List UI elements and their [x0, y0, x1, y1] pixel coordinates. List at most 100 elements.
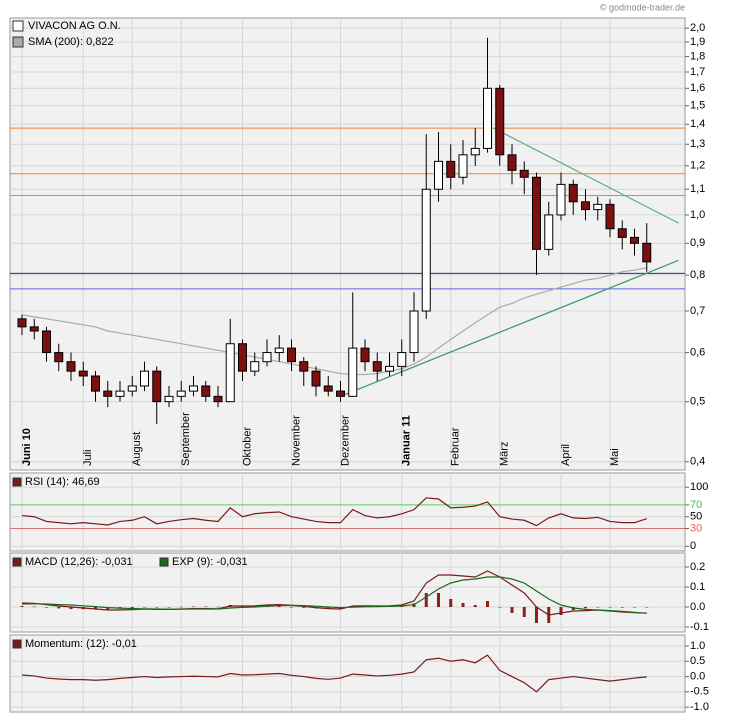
y-tick-label: 1,5 — [690, 100, 705, 112]
legend-swatch — [12, 557, 22, 567]
legend-swatch — [12, 36, 24, 48]
histogram-bar — [69, 607, 73, 609]
histogram-bar — [473, 605, 477, 607]
y-tick-label: 0,5 — [690, 396, 705, 408]
y-tick-label: 70 — [690, 499, 702, 511]
histogram-bar — [559, 607, 563, 615]
y-tick-label: 0.2 — [690, 561, 705, 573]
histogram-bar — [522, 607, 526, 617]
x-tick-label: September — [180, 412, 192, 466]
candle-body — [348, 347, 358, 397]
panel — [9, 634, 686, 713]
x-tick-label: Juni 10 — [21, 428, 33, 466]
histogram-bar — [437, 593, 440, 607]
candle-body — [225, 343, 235, 403]
candle-body — [152, 370, 162, 403]
candle-body — [605, 203, 615, 230]
histogram-bar — [608, 607, 612, 608]
y-tick-label: 1,3 — [690, 138, 705, 150]
candle-body — [140, 370, 149, 387]
candle-body — [409, 310, 419, 354]
histogram-bar — [143, 607, 146, 608]
candle-body — [458, 154, 468, 178]
y-tick-label: 0.0 — [690, 601, 705, 613]
y-tick-label: 1,7 — [690, 66, 705, 78]
legend-swatch — [12, 20, 24, 32]
candle-body — [287, 347, 296, 363]
candle-body — [238, 343, 247, 372]
candle-body — [593, 203, 603, 211]
y-tick-label: 1,0 — [690, 209, 705, 221]
y-tick-label: 30 — [690, 522, 702, 534]
histogram-bar — [326, 607, 330, 609]
x-tick-label: November — [290, 415, 302, 466]
candle-body — [176, 390, 186, 397]
histogram-bar — [584, 607, 587, 609]
candle-body — [54, 352, 64, 363]
trend-line — [340, 259, 679, 397]
legend-swatch — [159, 557, 169, 567]
candle-body — [568, 183, 578, 203]
series-line — [21, 267, 647, 376]
histogram-bar — [498, 607, 502, 608]
histogram-bar — [620, 607, 624, 608]
candle-body — [189, 385, 198, 392]
candle-body — [127, 385, 137, 392]
y-tick-label: -0.5 — [690, 686, 709, 698]
histogram-bar — [633, 607, 636, 608]
series-line — [21, 497, 647, 527]
histogram-bar — [510, 607, 514, 613]
series-line — [21, 576, 647, 614]
x-tick-label: Februar — [450, 427, 462, 466]
legend-swatch — [12, 639, 22, 649]
y-tick-label: 0.1 — [690, 581, 705, 593]
candle-body — [544, 214, 554, 250]
histogram-bar — [32, 606, 36, 608]
legend-label: MACD (12,26): -0,031 — [25, 556, 133, 568]
candle-body — [507, 154, 517, 171]
candle-body — [617, 228, 627, 238]
panel — [9, 472, 686, 552]
y-tick-label: 100 — [690, 481, 708, 493]
candle-body — [483, 87, 492, 149]
histogram-bar — [130, 607, 134, 608]
histogram-bar — [277, 606, 281, 607]
y-tick-label: 0 — [690, 540, 696, 552]
candle-body — [323, 385, 333, 392]
candle-body — [262, 352, 272, 363]
histogram-bar — [461, 603, 465, 607]
candle-body — [91, 375, 100, 392]
candle-body — [495, 87, 505, 156]
candle-body — [213, 395, 223, 403]
candle-body — [78, 370, 88, 377]
y-tick-label: -1.0 — [690, 701, 709, 713]
candle-body — [556, 183, 566, 216]
y-tick-label: 1,6 — [690, 82, 705, 94]
candle-body — [630, 236, 639, 244]
trend-line — [493, 127, 679, 224]
candle-body — [581, 201, 590, 211]
histogram-bar — [155, 607, 159, 608]
candle-body — [519, 169, 529, 178]
candle-body — [103, 390, 113, 397]
legend-label: EXP (9): -0,031 — [172, 556, 248, 568]
y-tick-label: 0,8 — [690, 269, 705, 281]
histogram-bar — [486, 601, 489, 607]
x-tick-label: August — [131, 432, 143, 466]
x-tick-label: Juli — [82, 449, 94, 466]
candle-body — [311, 370, 321, 387]
candle-body — [421, 188, 431, 312]
histogram-bar — [94, 607, 97, 610]
y-tick-label: 1,8 — [690, 50, 705, 62]
histogram-bar — [645, 607, 649, 608]
series-line — [21, 654, 647, 693]
histogram-bar — [424, 593, 428, 607]
y-tick-label: 2,0 — [690, 22, 705, 34]
panel — [9, 17, 686, 471]
candle-body — [299, 361, 309, 372]
candle-body — [532, 176, 541, 250]
y-tick-label: 0,4 — [690, 456, 705, 468]
x-tick-label: Mai — [609, 448, 621, 466]
legend-label: RSI (14): 46,69 — [25, 476, 100, 488]
